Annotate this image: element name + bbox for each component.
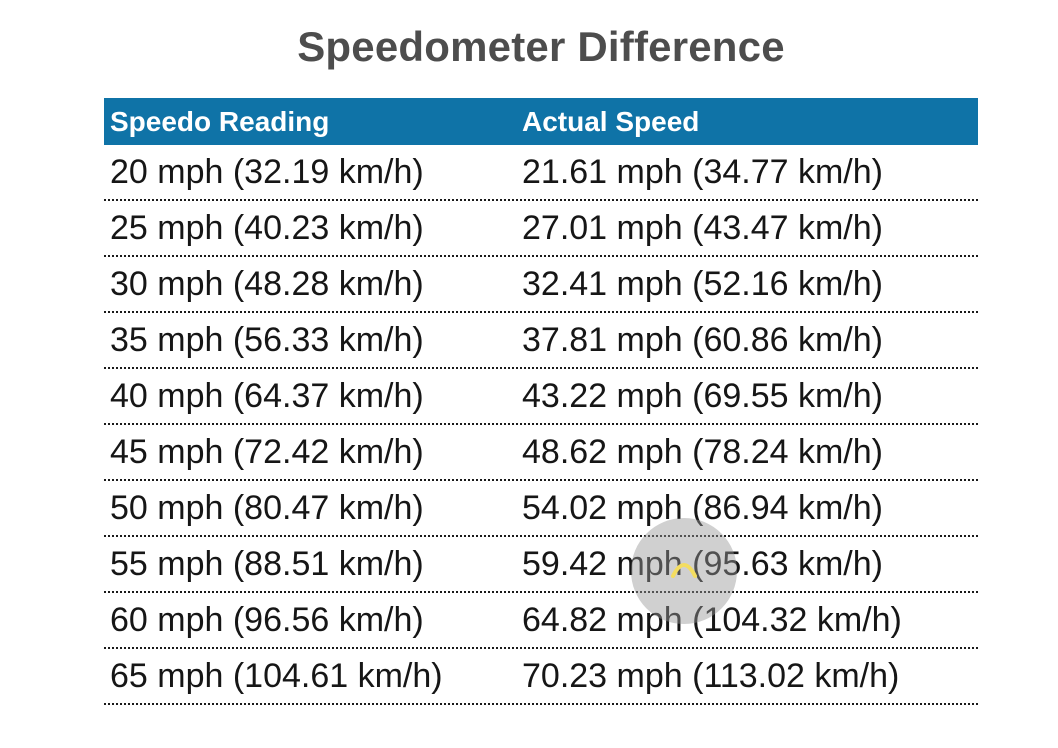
actual-speed-cell: 70.23 mph (113.02 km/h): [522, 656, 900, 695]
table-row: 40 mph (64.37 km/h) 43.22 mph (69.55 km/…: [104, 369, 978, 425]
actual-speed-cell: 32.41 mph (52.16 km/h): [522, 264, 883, 303]
actual-speed-cell: 48.62 mph (78.24 km/h): [522, 432, 883, 471]
column-header-actual-speed: Actual Speed: [522, 105, 700, 137]
speedo-reading-cell: 40 mph (64.37 km/h): [110, 376, 424, 415]
table-row: 50 mph (80.47 km/h) 54.02 mph (86.94 km/…: [104, 481, 978, 537]
table-row: 35 mph (56.33 km/h) 37.81 mph (60.86 km/…: [104, 313, 978, 369]
speedo-reading-cell: 50 mph (80.47 km/h): [110, 488, 424, 527]
speedo-reading-cell: 25 mph (40.23 km/h): [110, 208, 424, 247]
speedo-reading-cell: 65 mph (104.61 km/h): [110, 656, 443, 695]
table-row: 65 mph (104.61 km/h) 70.23 mph (113.02 k…: [104, 649, 978, 705]
table-row: 60 mph (96.56 km/h) 64.82 mph (104.32 km…: [104, 593, 978, 649]
actual-speed-cell: 64.82 mph (104.32 km/h): [522, 600, 902, 639]
page-title: Speedometer Difference: [297, 23, 785, 70]
actual-speed-cell: 54.02 mph (86.94 km/h): [522, 488, 883, 527]
table-header: Speedo Reading Actual Speed: [104, 98, 978, 145]
actual-speed-cell: 27.01 mph (43.47 km/h): [522, 208, 883, 247]
actual-speed-cell: 21.61 mph (34.77 km/h): [522, 152, 883, 191]
pointer-icon: [671, 563, 697, 578]
speedo-reading-cell: 60 mph (96.56 km/h): [110, 600, 424, 639]
table-row: 20 mph (32.19 km/h) 21.61 mph (34.77 km/…: [104, 145, 978, 201]
touch-ripple-icon: [631, 518, 737, 624]
table-row: 30 mph (48.28 km/h) 32.41 mph (52.16 km/…: [104, 257, 978, 313]
actual-speed-cell: 37.81 mph (60.86 km/h): [522, 320, 883, 359]
table-row: 55 mph (88.51 km/h) 59.42 mph (95.63 km/…: [104, 537, 978, 593]
actual-speed-cell: 43.22 mph (69.55 km/h): [522, 376, 883, 415]
speedo-reading-cell: 55 mph (88.51 km/h): [110, 544, 424, 583]
table-row: 45 mph (72.42 km/h) 48.62 mph (78.24 km/…: [104, 425, 978, 481]
speed-table: Speedo Reading Actual Speed 20 mph (32.1…: [104, 98, 978, 705]
speedo-reading-cell: 45 mph (72.42 km/h): [110, 432, 424, 471]
table-row: 25 mph (40.23 km/h) 27.01 mph (43.47 km/…: [104, 201, 978, 257]
speedo-reading-cell: 30 mph (48.28 km/h): [110, 264, 424, 303]
column-header-speedo-reading: Speedo Reading: [110, 105, 330, 137]
speedo-reading-cell: 35 mph (56.33 km/h): [110, 320, 424, 359]
speedo-reading-cell: 20 mph (32.19 km/h): [110, 152, 424, 191]
actual-speed-cell: 59.42 mph (95.63 km/h): [522, 544, 883, 583]
